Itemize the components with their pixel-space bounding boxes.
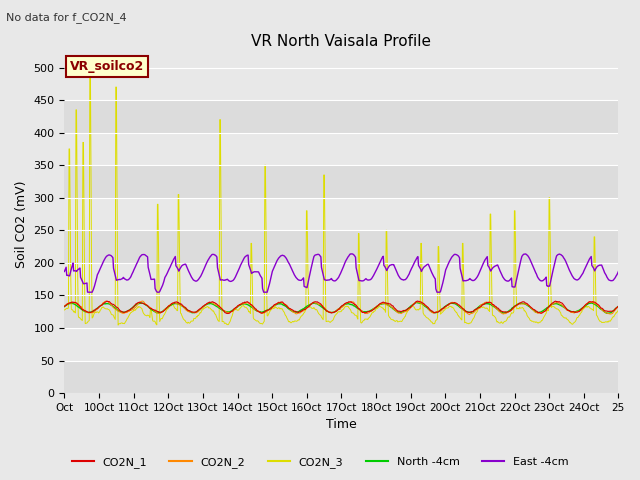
Text: VR_soilco2: VR_soilco2 xyxy=(70,60,144,73)
X-axis label: Time: Time xyxy=(326,419,356,432)
Bar xyxy=(65,230,618,263)
Bar xyxy=(65,328,618,360)
Legend: CO2N_1, CO2N_2, CO2N_3, North -4cm, East -4cm: CO2N_1, CO2N_2, CO2N_3, North -4cm, East… xyxy=(67,452,573,472)
Bar xyxy=(65,165,618,198)
Bar xyxy=(65,68,618,100)
Bar xyxy=(65,360,618,393)
Bar xyxy=(65,198,618,230)
Y-axis label: Soil CO2 (mV): Soil CO2 (mV) xyxy=(15,180,28,267)
Bar xyxy=(65,296,618,328)
Bar xyxy=(65,132,618,165)
Text: No data for f_CO2N_4: No data for f_CO2N_4 xyxy=(6,12,127,23)
Bar xyxy=(65,100,618,132)
Bar xyxy=(65,263,618,296)
Title: VR North Vaisala Profile: VR North Vaisala Profile xyxy=(252,34,431,49)
